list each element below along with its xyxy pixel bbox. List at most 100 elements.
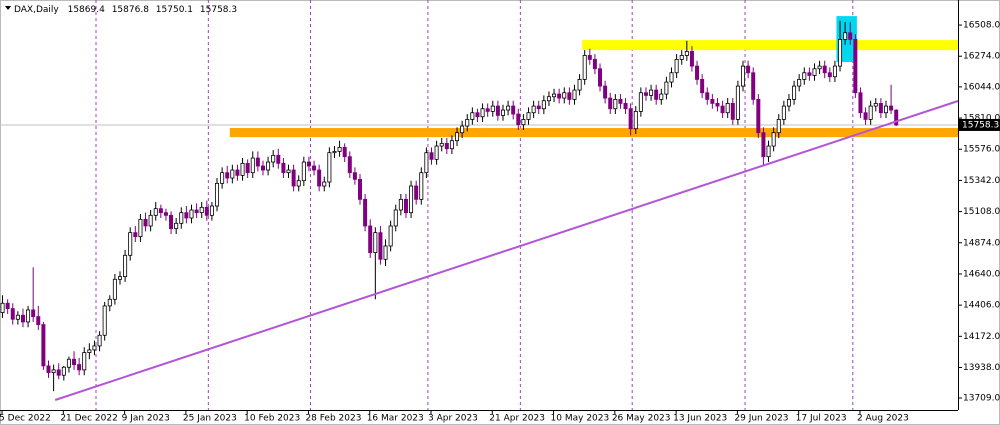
candle-body xyxy=(883,105,888,114)
candle-body xyxy=(827,72,832,78)
candle-body xyxy=(347,156,352,174)
candle-body xyxy=(403,198,408,214)
candle-body xyxy=(179,212,184,224)
candle-body xyxy=(511,105,516,115)
candle-body xyxy=(107,298,112,307)
candle-body xyxy=(138,218,143,238)
candle-body xyxy=(46,365,51,373)
candle-body xyxy=(383,245,388,260)
candle-body xyxy=(802,72,807,80)
candle-body xyxy=(117,276,122,280)
x-tick-label: 25 Jan 2023 xyxy=(183,414,237,424)
candle-body xyxy=(475,112,480,118)
candle-body xyxy=(189,209,194,219)
low-value: 15750.1 xyxy=(156,5,193,15)
candle-body xyxy=(674,59,679,74)
candle-body xyxy=(281,162,286,174)
price-zone xyxy=(582,40,958,51)
candle-body xyxy=(725,102,730,114)
candle-body xyxy=(363,198,368,227)
candle-body xyxy=(664,81,669,95)
candle-body xyxy=(771,132,776,147)
x-tick-label: 10 May 2023 xyxy=(551,414,610,424)
candle-body xyxy=(495,105,500,116)
candle-body xyxy=(332,150,337,154)
candle-body xyxy=(31,309,36,317)
candle-body xyxy=(260,165,265,171)
candle-body xyxy=(751,72,756,100)
y-tick-label: 15576.0 xyxy=(963,145,1000,155)
candle-body xyxy=(414,185,419,200)
candle-body xyxy=(822,65,827,74)
candle-body xyxy=(87,349,92,353)
candle-body xyxy=(163,212,168,216)
candle-body xyxy=(878,102,883,114)
candle-body xyxy=(240,162,245,176)
candle-body xyxy=(368,225,373,254)
candle-body xyxy=(15,314,20,320)
candle-body xyxy=(455,132,460,142)
candle-body xyxy=(889,105,894,111)
header-icon xyxy=(5,6,11,10)
candle-body xyxy=(245,162,250,174)
y-tick-label: 16508.0 xyxy=(963,21,1000,31)
candle-body xyxy=(460,125,465,134)
current-price-label: 15758.3 xyxy=(962,120,999,130)
candle-body xyxy=(204,206,209,216)
price-zone xyxy=(229,128,959,138)
candle-body xyxy=(255,157,260,167)
high-value: 15876.8 xyxy=(112,5,149,15)
candle-body xyxy=(506,105,511,111)
candle-body xyxy=(398,198,403,211)
candle-body xyxy=(434,145,439,160)
candle-body xyxy=(659,93,664,100)
candle-body xyxy=(174,222,179,230)
candle-body xyxy=(10,308,15,320)
candle-body xyxy=(485,108,490,112)
candle-body xyxy=(444,142,449,150)
candle-body xyxy=(587,55,592,60)
candle-body xyxy=(608,97,613,110)
candle-body xyxy=(643,92,648,96)
candle-body xyxy=(271,154,276,163)
candle-body xyxy=(761,132,766,158)
candle-body xyxy=(291,169,296,187)
candle-body xyxy=(654,89,659,100)
candle-body xyxy=(516,113,521,126)
candle-body xyxy=(562,92,567,99)
candle-body xyxy=(306,161,311,167)
candle-body xyxy=(322,181,327,187)
candle-body xyxy=(710,99,715,104)
candle-body xyxy=(0,302,5,313)
symbol: DAX,Daily xyxy=(14,5,59,15)
candle-body xyxy=(449,140,454,150)
candle-body xyxy=(82,352,87,371)
x-tick-label: 21 Dec 2022 xyxy=(60,414,118,424)
candle-body xyxy=(838,39,843,67)
candle-body xyxy=(618,99,623,104)
y-tick-label: 14406.0 xyxy=(963,301,1000,311)
y-tick-label: 14640.0 xyxy=(963,269,1000,279)
candle-body xyxy=(358,178,363,200)
candle-body xyxy=(735,85,740,120)
candle-body xyxy=(557,93,562,99)
candle-body xyxy=(342,146,347,158)
x-tick-label: 9 Jan 2023 xyxy=(122,414,170,424)
candle-body xyxy=(480,108,485,118)
x-tick-label: 26 May 2023 xyxy=(612,414,671,424)
candle-body xyxy=(250,157,255,174)
candle-body xyxy=(792,85,797,100)
candle-body xyxy=(853,39,858,94)
candle-body xyxy=(649,89,654,96)
candle-body xyxy=(531,105,536,114)
trendline xyxy=(54,100,959,401)
candle-body xyxy=(36,316,41,325)
candle-body xyxy=(521,118,526,126)
candle-body xyxy=(868,105,873,120)
candle-body xyxy=(286,169,291,174)
candle-body xyxy=(623,102,628,110)
candle-body xyxy=(230,169,235,179)
candle-body xyxy=(352,172,357,180)
candle-body xyxy=(679,55,684,60)
